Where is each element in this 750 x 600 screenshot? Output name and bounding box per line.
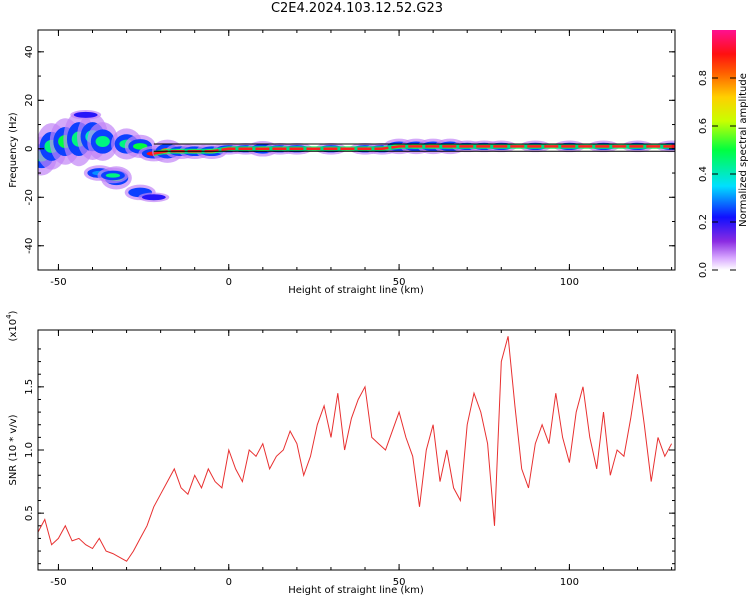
spectrogram-panel: -50 0 50 100 40 20 0 -20 -40 Height of straight …: [8, 29, 676, 296]
snr-axes: -50 0 50 100 0.5 1.0 1.5: [24, 330, 675, 588]
snr-scale-suffix: ): [8, 310, 19, 314]
snr-series-line: [38, 336, 673, 562]
snr-ytick-label: 1.0: [24, 442, 35, 458]
colorbar-tick-label: 0.8: [698, 70, 709, 86]
spectrogram-xtick-label: 100: [560, 277, 579, 288]
spectrogram-outlier-core: [146, 195, 161, 199]
spectrogram-outlier-core: [78, 113, 93, 117]
colorbar-tick-label: 0.6: [698, 118, 709, 134]
snr-xtick-label: 0: [226, 577, 232, 588]
spectrogram-xtick-label: 50: [393, 277, 406, 288]
snr-scale-note: (x104): [5, 310, 19, 341]
spectrogram-xtick-label: -50: [50, 277, 66, 288]
spectrogram-ylabel: Frequency (Hz): [8, 112, 19, 188]
snr-xtick-label: 100: [560, 577, 579, 588]
snr-xlabel: Height of straight line (km): [288, 585, 424, 596]
spectrogram-outlier-core: [133, 190, 148, 195]
page-title: C2E4.2024.103.12.52.G23: [270, 1, 444, 16]
colorbar-tick-label: 0.2: [698, 214, 709, 230]
spectrogram-ytick-label: 20: [24, 94, 35, 107]
spectrogram-ytick-label: 0: [24, 146, 35, 152]
snr-ytick-label: 1.5: [24, 379, 35, 395]
colorbar-tick-label: 0.4: [698, 166, 709, 182]
snr-frame: [37, 329, 676, 571]
spectrogram-xlabel: Height of straight line (km): [288, 285, 424, 296]
spectrogram-cell-core: [95, 136, 110, 147]
spectrogram-ytick-label: 40: [24, 45, 35, 58]
snr-ytick-label: 0.5: [24, 505, 35, 521]
spectrogram-outlier-core: [105, 173, 121, 178]
spectrogram-outlier: [70, 110, 102, 120]
snr-ylabel: SNR (10 * v/v): [8, 414, 19, 485]
spectrogram-ytick-label: -20: [24, 189, 35, 205]
colorbar: 0.0 0.2 0.4 0.6 0.8 Normalized spectral ampl…: [698, 30, 749, 278]
spectrogram-ytick-label: -40: [24, 238, 35, 254]
snr-scale-prefix: (x10: [8, 319, 19, 342]
spectrogram-axes: -50 0 50 100 40 20 0 -20 -40: [24, 30, 675, 288]
snr-scale-exponent: 4: [5, 314, 13, 319]
colorbar-ticks: 0.0 0.2 0.4 0.6 0.8: [698, 70, 736, 278]
spectrogram-frame: [37, 29, 676, 271]
spectrogram-plot-area: [38, 110, 675, 203]
spectrogram-outlier: [138, 192, 170, 203]
snr-xtick-label: -50: [50, 577, 66, 588]
spectrogram-xtick-label: 0: [226, 277, 232, 288]
colorbar-label: Normalized spectral amplitude: [738, 73, 749, 227]
spectrogram-cell: [87, 122, 119, 161]
snr-panel: -50 0 50 100 0.5 1.0 1.5 Height of straight li…: [5, 310, 676, 596]
spectrogram-outlier: [97, 167, 129, 184]
snr-xtick-label: 50: [393, 577, 406, 588]
colorbar-tick-label: 0.0: [698, 262, 709, 278]
snr-plot-area: [38, 336, 673, 562]
colorbar-gradient: [712, 30, 736, 270]
